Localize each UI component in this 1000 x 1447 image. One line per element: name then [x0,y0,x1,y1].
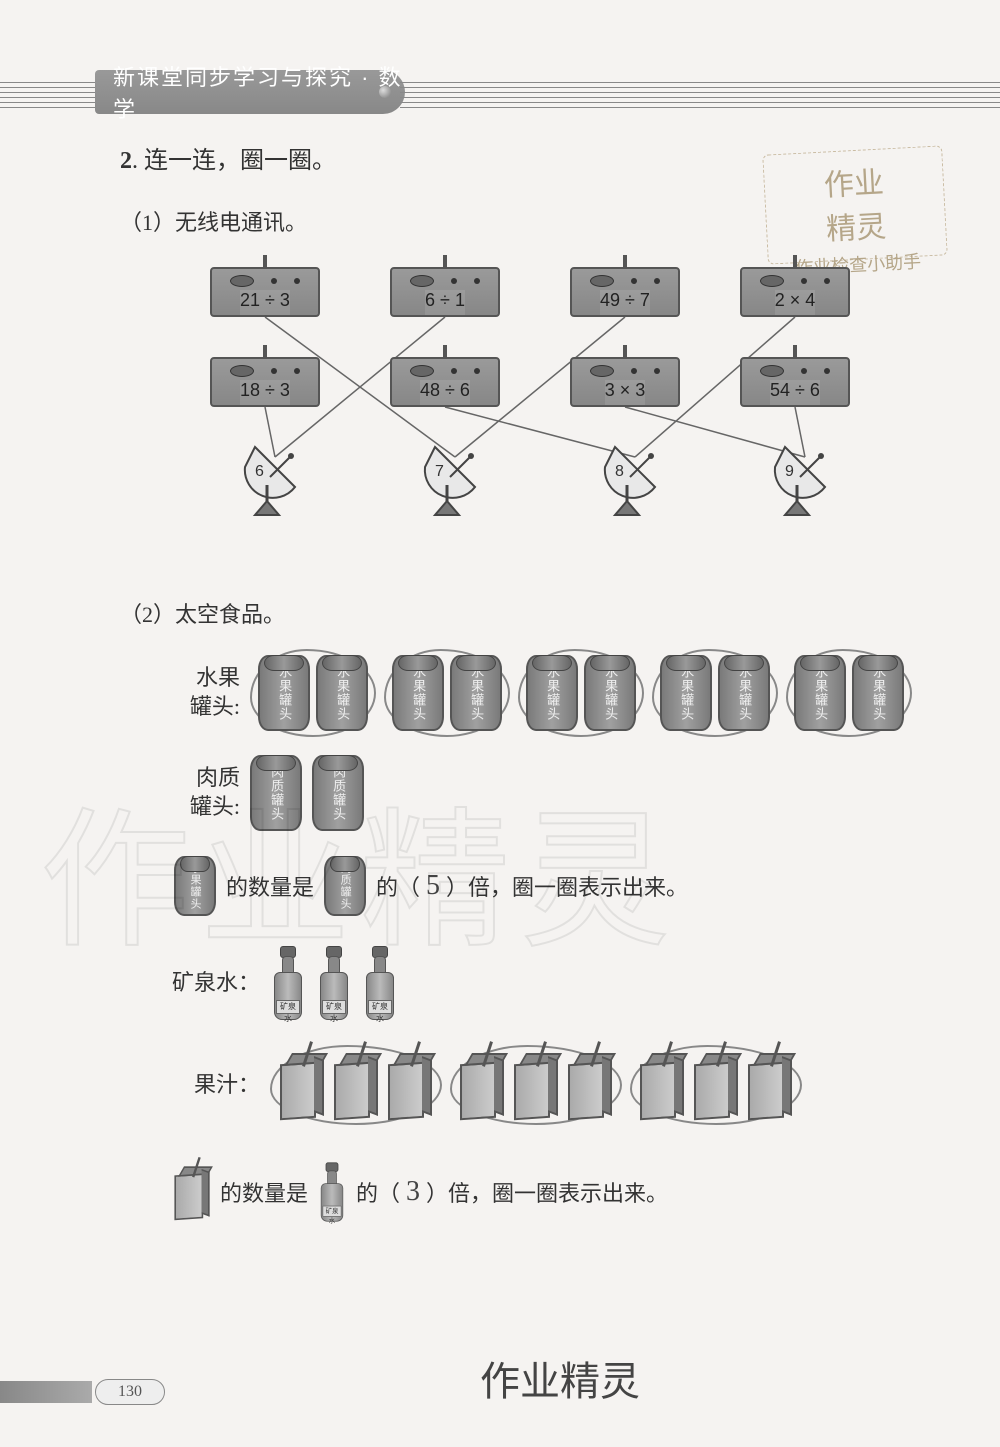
juice-group-circle [450,1045,622,1125]
page-header: 新课堂同步学习与探究 · 数学 [0,70,1000,120]
juice-box [640,1051,684,1119]
footer-signature: 作业精灵 [480,1349,640,1407]
page-number: 130 [95,1379,165,1405]
fruit-group-circle: 水果罐头水果罐头 [250,649,376,737]
dish-antenna: 8 [595,437,675,517]
radio-box: 18 ÷ 3 [210,357,320,407]
page-bar [0,1381,92,1403]
fruit-can: 水果罐头 [584,655,636,731]
s2-pre: 的数量是 [220,1176,308,1208]
water-bottle: 矿泉水 [316,946,352,1020]
question-title-text: . 连一连，圈一圈。 [132,148,336,174]
meat-can-icon: 肉质罐头 [324,856,366,916]
header-rule-left [0,82,95,110]
radio-box: 21 ÷ 3 [210,267,320,317]
s2-answer: 3 [406,1176,420,1208]
water-bottle: 矿泉水 [362,946,398,1020]
juice-box [334,1051,378,1119]
content-area: 2. 连一连，圈一圈。 （1）无线电通讯。 21 ÷ 36 ÷ 149 ÷ 72… [120,140,920,1254]
header-title: 新课堂同步学习与探究 · 数学 [113,60,405,124]
meat-cans-row: 肉质 罐头: 肉质罐头肉质罐头 [170,755,920,831]
water-bottle: 矿泉水 [270,946,306,1020]
radio-box: 2 × 4 [740,267,850,317]
water-row-label: 矿泉水： [170,969,260,998]
s2-post: ）倍，圈一圈表示出来。 [426,1176,668,1208]
juice-group-circle [270,1045,442,1125]
juice-box [280,1051,324,1119]
dish-antenna: 6 [235,437,315,517]
s1-pre: 的数量是 [226,870,314,902]
fruit-can: 水果罐头 [392,655,444,731]
juice-box [694,1051,738,1119]
juice-icon [174,1165,209,1219]
juice-holder [270,1045,802,1125]
meat-can: 肉质罐头 [250,755,302,831]
juice-group-circle [630,1045,802,1125]
radio-box: 6 ÷ 1 [390,267,500,317]
question-title: 2. 连一连，圈一圈。 [120,140,920,175]
question-number: 2 [120,148,132,174]
water-row: 矿泉水： 矿泉水矿泉水矿泉水 [170,946,920,1020]
fruit-group-circle: 水果罐头水果罐头 [518,649,644,737]
juice-box [568,1051,612,1119]
bottle-icon: 矿泉水 [318,1162,347,1221]
sentence-1: 水果罐头 的数量是 肉质罐头 的（ 5 ）倍，圈一圈表示出来。 [170,856,920,916]
radio-diagram: 21 ÷ 3 6 ÷ 1 49 ÷ 7 2 × 4 18 ÷ 3 48 ÷ 6 3 × 3 5… [180,257,880,537]
fruit-can: 水果罐头 [660,655,712,731]
radio-box: 49 ÷ 7 [570,267,680,317]
fruit-can: 水果罐头 [450,655,502,731]
fruit-can-icon: 水果罐头 [174,856,216,916]
header-dot-icon [379,86,391,98]
s1-post: ）倍，圈一圈表示出来。 [446,870,688,902]
fruit-can: 水果罐头 [316,655,368,731]
meat-cans-holder: 肉质罐头肉质罐头 [250,755,364,831]
radio-box: 48 ÷ 6 [390,357,500,407]
dish-antenna: 9 [765,437,845,517]
water-holder: 矿泉水矿泉水矿泉水 [270,946,398,1020]
part1-label: （1）无线电通讯。 [120,205,920,237]
fruit-group-circle: 水果罐头水果罐头 [384,649,510,737]
juice-box [388,1051,432,1119]
fruit-can: 水果罐头 [526,655,578,731]
fruit-can: 水果罐头 [718,655,770,731]
fruit-can: 水果罐头 [258,655,310,731]
part2-label: （2）太空食品。 [120,597,920,629]
header-title-pill: 新课堂同步学习与探究 · 数学 [95,70,405,114]
meat-can: 肉质罐头 [312,755,364,831]
juice-box [460,1051,504,1119]
meat-row-label: 肉质 罐头: [170,764,240,821]
s1-answer: 5 [426,870,440,902]
juice-box [514,1051,558,1119]
s2-mid: 的（ [356,1176,400,1208]
header-rule-right [400,82,1000,110]
fruit-group-circle: 水果罐头水果罐头 [652,649,778,737]
dish-antenna: 7 [415,437,495,517]
sentence-2: 的数量是 矿泉水 的（ 3 ）倍，圈一圈表示出来。 [170,1155,920,1229]
fruit-cans-holder: 水果罐头水果罐头水果罐头水果罐头水果罐头水果罐头水果罐头水果罐头水果罐头水果罐头 [250,649,912,737]
juice-box [748,1051,792,1119]
s1-mid: 的（ [376,870,420,902]
fruit-can: 水果罐头 [852,655,904,731]
juice-row-label: 果汁： [170,1071,260,1100]
fruit-can: 水果罐头 [794,655,846,731]
radio-box: 54 ÷ 6 [740,357,850,407]
fruit-row-label: 水果 罐头: [170,664,240,721]
fruit-cans-row: 水果 罐头: 水果罐头水果罐头水果罐头水果罐头水果罐头水果罐头水果罐头水果罐头水… [170,649,920,737]
fruit-group-circle: 水果罐头水果罐头 [786,649,912,737]
radio-box: 3 × 3 [570,357,680,407]
juice-row: 果汁： [170,1045,920,1125]
